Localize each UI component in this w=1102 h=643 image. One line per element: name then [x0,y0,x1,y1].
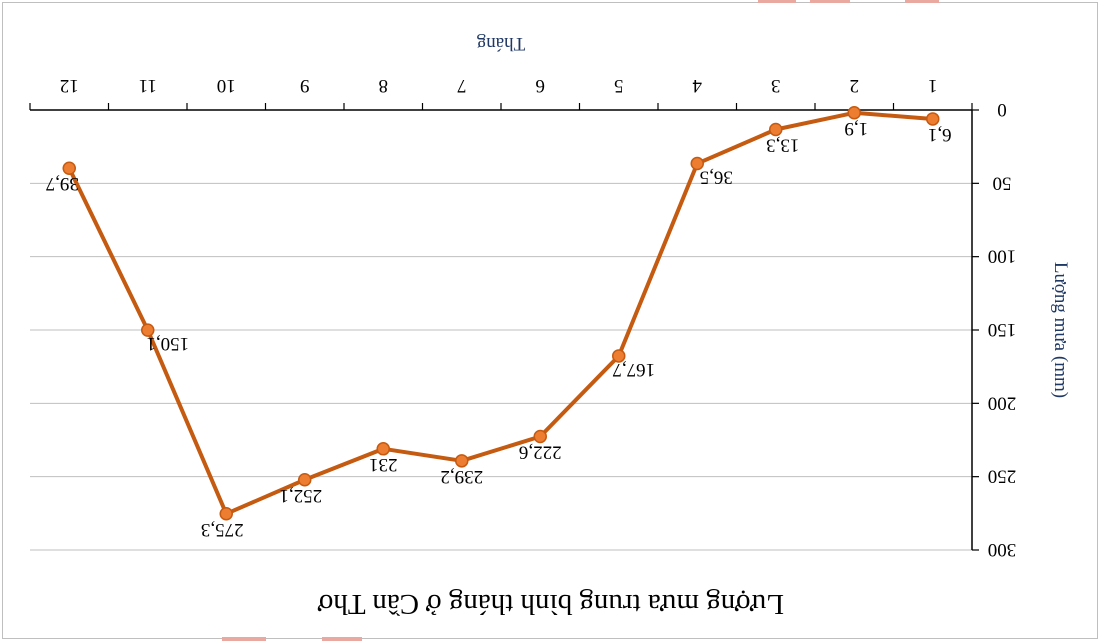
decorative-mark [222,637,266,641]
data-point [376,442,390,456]
x-tick-label: 11 [139,75,157,96]
x-tick-label: 6 [536,75,546,96]
x-tick-label: 5 [614,75,624,96]
data-point [847,106,861,120]
data-label: 231 [369,454,398,475]
x-tick-label: 9 [300,75,310,96]
data-point [62,161,76,175]
x-tick-label: 4 [692,75,702,96]
x-tick-label: 12 [60,75,79,96]
data-label: 150,1 [146,333,189,354]
data-label: 39,7 [46,173,79,194]
data-point [612,349,626,363]
data-point [769,122,783,137]
decorative-mark [905,0,939,3]
x-axis-title: Tháng [476,33,525,54]
decorative-mark [322,637,362,641]
y-tick-labels: 0 50 100 150 200 250 300 [988,99,1017,560]
x-tick-label: 1 [928,75,938,96]
x-tick-label: 8 [379,75,389,96]
y-tick-label: 300 [988,539,1017,560]
data-point [298,472,312,487]
data-label: 222,6 [519,441,562,462]
data-label: 13,3 [766,135,799,156]
decorative-mark [810,0,850,3]
y-axis-title: Lượng mưa (mm) [1050,262,1071,398]
y-tick-label: 200 [988,392,1017,413]
gridlines [30,182,972,551]
axis-ticks [29,103,979,551]
x-tick-label: 3 [771,75,781,96]
data-point [926,112,940,126]
y-tick-label: 100 [988,246,1017,267]
chart-title: Lượng mưa trung bình tháng ở Cần Thơ [317,588,784,620]
data-labels: 6,1 1,9 13,3 36,5 167,7 222,6 239,2 231 252,1 275… [46,118,952,540]
data-label: 167,7 [612,359,655,380]
y-tick-label: 0 [997,99,1007,120]
data-label: 252,1 [279,485,322,506]
x-tick-label: 10 [217,75,236,96]
y-tick-label: 50 [993,172,1012,193]
data-markers [62,106,940,521]
y-tick-label: 250 [988,466,1017,487]
data-label: 239,2 [440,466,483,487]
series-rainfall [67,110,933,516]
data-point [455,454,469,468]
decorative-mark [758,0,796,3]
data-point [533,429,547,444]
data-point [690,156,704,171]
data-point [219,507,233,521]
data-point [141,323,155,337]
y-tick-label: 150 [988,319,1017,340]
data-label: 275,3 [201,519,244,540]
data-label: 6,1 [928,124,952,145]
data-label: 36,5 [700,167,733,188]
series-line [67,110,933,516]
x-tick-label: 2 [850,75,860,96]
data-label: 1,9 [844,118,868,139]
x-tick-label: 7 [457,75,467,96]
